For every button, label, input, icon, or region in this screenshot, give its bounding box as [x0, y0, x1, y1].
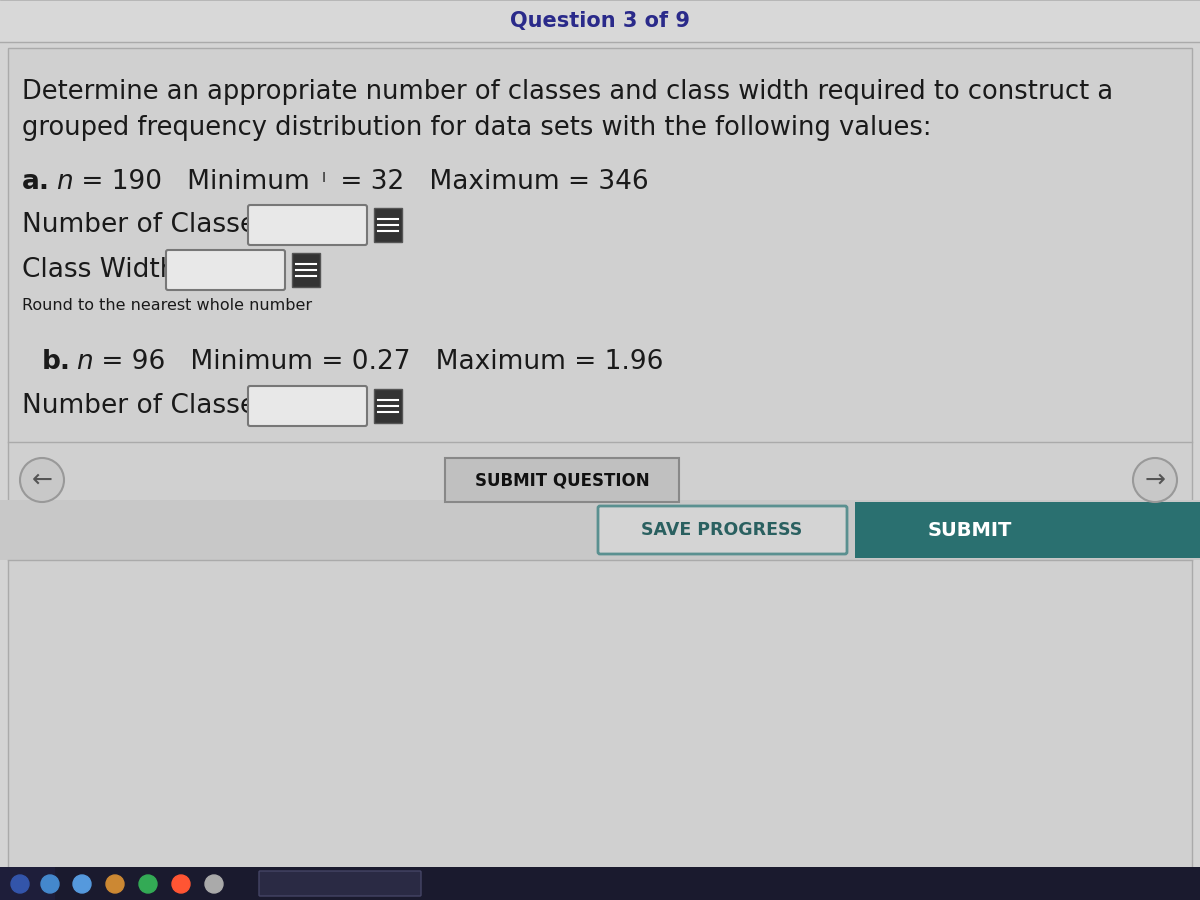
Text: = 32   Maximum = 346: = 32 Maximum = 346 — [332, 169, 649, 195]
Text: Number of Classes:: Number of Classes: — [22, 393, 278, 419]
Text: Class Width:: Class Width: — [22, 257, 186, 283]
Circle shape — [1133, 458, 1177, 502]
Circle shape — [106, 875, 124, 893]
Text: I: I — [322, 171, 326, 185]
FancyBboxPatch shape — [445, 458, 679, 502]
Text: ←: ← — [31, 468, 53, 492]
FancyBboxPatch shape — [0, 0, 1200, 42]
Circle shape — [139, 875, 157, 893]
FancyBboxPatch shape — [292, 253, 320, 287]
Circle shape — [172, 875, 190, 893]
Text: b.: b. — [42, 349, 71, 375]
FancyBboxPatch shape — [0, 500, 1200, 560]
FancyBboxPatch shape — [0, 867, 1200, 900]
Text: Question 3 of 9: Question 3 of 9 — [510, 11, 690, 31]
FancyBboxPatch shape — [854, 502, 1200, 558]
FancyBboxPatch shape — [374, 389, 402, 423]
Text: Determine an appropriate number of classes and class width required to construct: Determine an appropriate number of class… — [22, 79, 1114, 105]
FancyBboxPatch shape — [374, 208, 402, 242]
Text: SAVE PROGRESS: SAVE PROGRESS — [641, 521, 803, 539]
Text: SUBMIT QUESTION: SUBMIT QUESTION — [475, 471, 649, 489]
Text: a.: a. — [22, 169, 50, 195]
FancyBboxPatch shape — [248, 386, 367, 426]
Text: grouped frequency distribution for data sets with the following values:: grouped frequency distribution for data … — [22, 115, 931, 141]
Circle shape — [11, 875, 29, 893]
Circle shape — [20, 458, 64, 502]
Circle shape — [73, 875, 91, 893]
FancyBboxPatch shape — [0, 867, 55, 900]
Text: →: → — [1145, 468, 1165, 492]
FancyBboxPatch shape — [8, 48, 1192, 868]
Circle shape — [205, 875, 223, 893]
Circle shape — [41, 875, 59, 893]
Text: n: n — [76, 349, 92, 375]
Text: SUBMIT: SUBMIT — [928, 520, 1012, 539]
Text: = 96   Minimum = 0.27   Maximum = 1.96: = 96 Minimum = 0.27 Maximum = 1.96 — [94, 349, 664, 375]
Text: Round to the nearest whole number: Round to the nearest whole number — [22, 299, 312, 313]
Text: n: n — [56, 169, 73, 195]
FancyBboxPatch shape — [248, 205, 367, 245]
FancyBboxPatch shape — [598, 506, 847, 554]
FancyBboxPatch shape — [166, 250, 286, 290]
Text: = 190   Minimum: = 190 Minimum — [73, 169, 310, 195]
Text: Number of Classes:: Number of Classes: — [22, 212, 278, 238]
FancyBboxPatch shape — [259, 871, 421, 896]
